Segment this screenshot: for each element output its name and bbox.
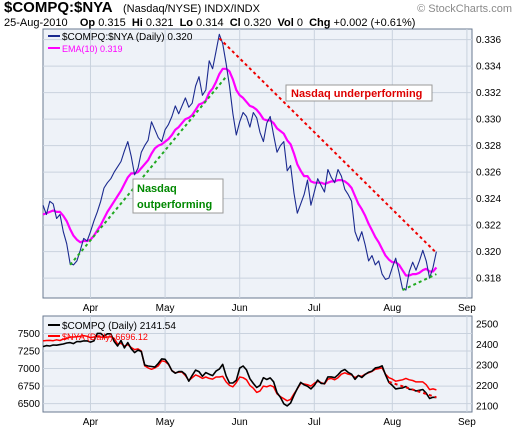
lower-x-tick-label: Sep	[458, 417, 476, 428]
trendline-nya-divergence	[388, 380, 437, 399]
lower-right-y-tick-label: 2500	[476, 320, 499, 331]
chart-ticker: $COMPQ:$NYA	[4, 0, 113, 16]
chg-value: +0.002 (+0.61%)	[333, 17, 416, 29]
watermark-text: © StockCharts.com	[417, 3, 512, 15]
ratio-series-line	[42, 33, 437, 291]
main-y-tick-label: 0.334	[476, 62, 501, 73]
lower-x-tick-label: Jul	[308, 417, 321, 428]
low-value: 0.314	[196, 17, 224, 29]
chart-subtitle: (Nasdaq/NYSE) INDX/INDX	[123, 3, 260, 15]
lower-plot-area	[42, 315, 473, 413]
main-x-tick-label: Jul	[308, 303, 321, 314]
main-y-tick-label: 0.326	[476, 168, 501, 179]
annotation-box-underperforming	[285, 84, 433, 102]
trendline-uptrend-apr-jun	[69, 76, 227, 266]
main-x-tick-label: Apr	[83, 303, 99, 314]
main-x-tick-label: Aug	[383, 303, 401, 314]
lower-left-y-tick-label: 7250	[18, 347, 41, 358]
main-x-tick-label: Sep	[458, 303, 476, 314]
annotation-underperforming: Nasdaq underperforming	[291, 88, 422, 100]
lower-right-y-tick-label: 2200	[476, 381, 499, 392]
main-y-tick-label: 0.318	[476, 274, 501, 285]
vol-label: Vol	[277, 17, 294, 29]
low-label: Lo	[179, 17, 194, 29]
annotation-outperforming-line1: Nasdaq	[137, 183, 177, 195]
legend-nya-label: $NYA (Daily) 6696.12	[62, 332, 148, 342]
main-y-tick-label: 0.328	[476, 141, 501, 152]
main-y-tick-label: 0.320	[476, 247, 501, 258]
main-y-tick-label: 0.324	[476, 194, 501, 205]
lower-right-y-tick-label: 2100	[476, 401, 499, 412]
trendline-uptrend-aug	[402, 273, 437, 291]
ema-series-line	[42, 67, 438, 277]
open-value: 0.315	[98, 17, 126, 29]
main-x-tick-label: May	[156, 303, 175, 314]
annotation-box-outperforming	[132, 178, 224, 214]
main-y-tick-label: 0.336	[476, 35, 501, 46]
high-value: 0.321	[145, 17, 174, 29]
high-label: Hi	[131, 17, 143, 29]
main-x-tick-label: Jun	[232, 303, 248, 314]
compq-series-line	[42, 332, 437, 407]
lower-x-tick-label: Apr	[83, 417, 99, 428]
annotation-outperforming-line2: outperforming	[137, 199, 212, 211]
quote-date: 25-Aug-2010	[4, 17, 68, 29]
lower-right-y-tick-label: 2300	[476, 361, 499, 372]
close-label: Cl	[229, 17, 241, 29]
lower-left-y-tick-label: 7000	[18, 364, 41, 375]
main-y-tick-label: 0.330	[476, 115, 501, 126]
chg-label: Chg	[309, 17, 331, 29]
lower-x-tick-label: May	[156, 417, 175, 428]
lower-left-y-tick-label: 7500	[18, 329, 41, 340]
open-label: Op	[79, 17, 96, 29]
lower-right-y-tick-label: 2400	[476, 340, 499, 351]
main-y-tick-label: 0.322	[476, 221, 501, 232]
legend-ema-label: EMA(10) 0.319	[62, 44, 123, 54]
trendline-downtrend-jun-aug	[218, 37, 438, 254]
main-y-tick-label: 0.332	[476, 88, 501, 99]
vol-value: 0	[296, 17, 303, 29]
quote-line: 25-Aug-2010 Op 0.315 Hi 0.321 Lo 0.314 C…	[4, 17, 415, 29]
lower-x-tick-label: Jun	[232, 417, 248, 428]
legend-compq-label: $COMPQ (Daily) 2141.54	[62, 321, 176, 332]
main-plot-area	[42, 28, 473, 299]
close-value: 0.320	[243, 17, 272, 29]
lower-x-tick-label: Aug	[383, 417, 401, 428]
lower-left-y-tick-label: 6500	[18, 399, 41, 410]
legend-ratio-label: $COMPQ:$NYA (Daily) 0.320	[62, 32, 193, 43]
lower-left-y-tick-label: 6750	[18, 382, 41, 393]
